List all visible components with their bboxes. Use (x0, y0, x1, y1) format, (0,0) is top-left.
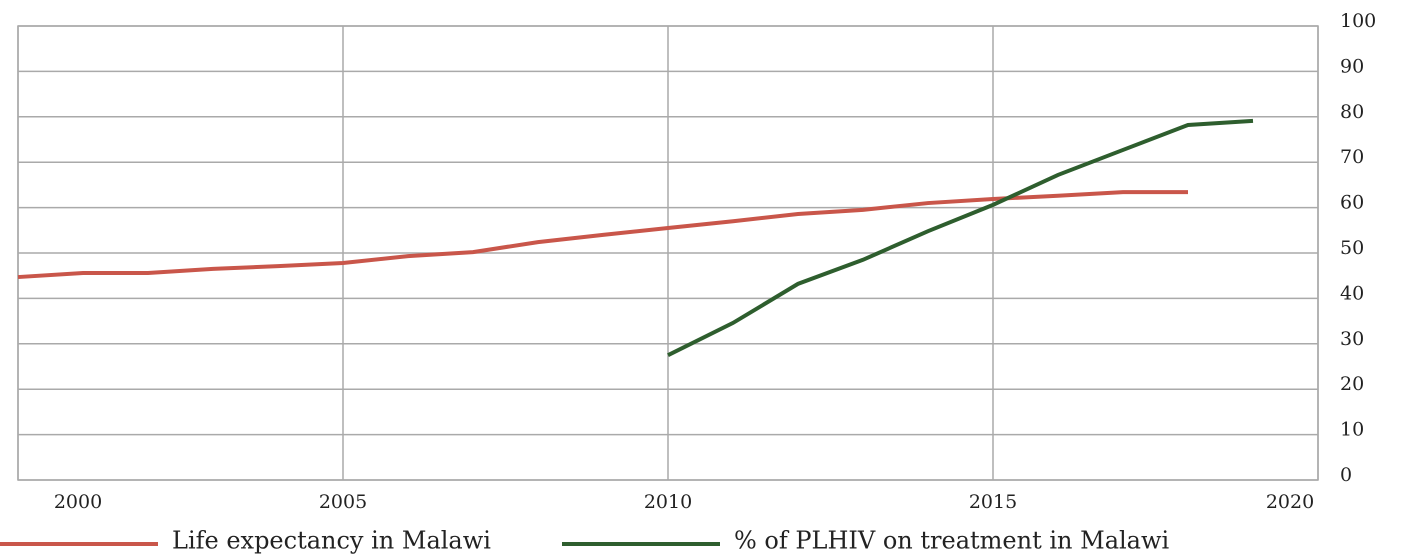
y-tick-label: 20 (1340, 373, 1364, 395)
x-tick-label: 2000 (54, 491, 102, 513)
y-tick-label: 70 (1340, 146, 1364, 168)
y-tick-label: 80 (1340, 101, 1364, 123)
x-tick-label: 2015 (969, 491, 1017, 513)
x-tick-label: 2020 (1266, 491, 1314, 513)
y-tick-label: 30 (1340, 328, 1364, 350)
y-tick-label: 100 (1340, 10, 1376, 32)
x-tick-label: 2010 (644, 491, 692, 513)
y-tick-label: 10 (1340, 419, 1364, 441)
series-line (667, 118, 1254, 357)
y-tick-label: 0 (1340, 464, 1352, 486)
y-tick-label: 60 (1340, 192, 1364, 214)
series-line (17, 190, 1188, 280)
y-tick-label: 40 (1340, 282, 1364, 304)
y-tick-label: 50 (1340, 237, 1364, 259)
legend-label: Life expectancy in Malawi (172, 527, 491, 555)
x-tick-label: 2005 (319, 491, 367, 513)
legend-label: % of PLHIV on treatment in Malawi (734, 527, 1170, 555)
y-tick-label: 90 (1340, 55, 1364, 77)
